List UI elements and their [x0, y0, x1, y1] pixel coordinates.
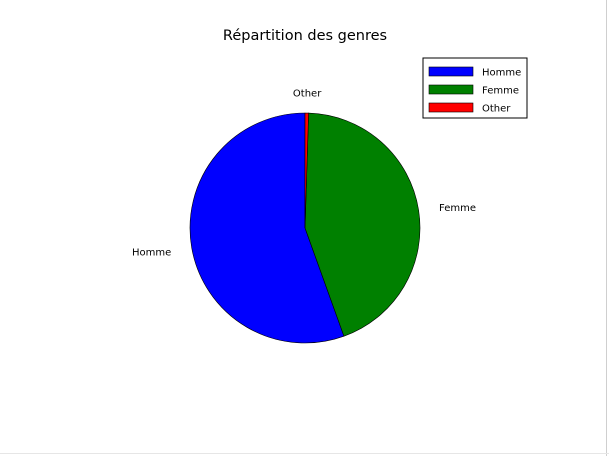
pie-label-femme: Femme: [439, 203, 476, 214]
pie-slice-other: [304, 112, 309, 229]
figure-right-border: [606, 0, 607, 456]
legend-label-homme: Homme: [482, 68, 521, 79]
legend: Homme Femme Other: [422, 57, 528, 119]
pie-labels: Homme Femme Other: [132, 88, 476, 258]
pie-slice-homme: [189, 112, 345, 344]
legend-swatch-homme: [428, 66, 474, 77]
pie-slice-femme: [304, 112, 421, 337]
pie-label-homme: Homme: [132, 247, 171, 258]
pie-label-other: Other: [293, 88, 322, 99]
legend-label-femme: Femme: [482, 86, 519, 97]
figure-bottom-border: [0, 453, 609, 454]
pie-wedges: [189, 112, 421, 344]
legend-label-other: Other: [482, 104, 511, 115]
legend-swatch-femme: [428, 84, 474, 95]
legend-swatch-other: [428, 102, 474, 113]
chart-title: Répartition des genres: [223, 28, 387, 44]
